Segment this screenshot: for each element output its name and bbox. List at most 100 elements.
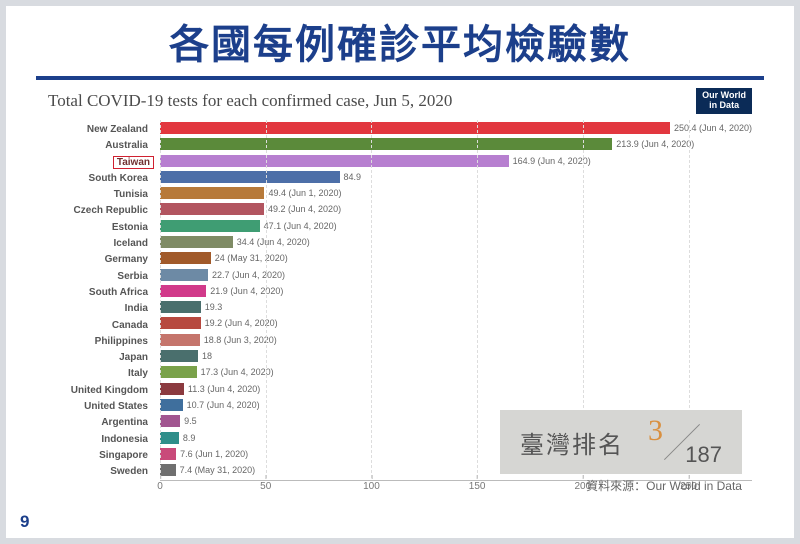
bar-track: 84.9 bbox=[160, 169, 752, 185]
x-tick: 0 bbox=[157, 477, 163, 488]
bar-fill bbox=[160, 122, 670, 134]
bar-row: Iceland34.4 (Jun 4, 2020) bbox=[48, 234, 752, 250]
country-label: Philippines bbox=[95, 336, 154, 347]
bar-track: 22.7 (Jun 4, 2020) bbox=[160, 266, 752, 282]
bar-row: South Korea 84.9 bbox=[48, 169, 752, 185]
country-label: South Korea bbox=[89, 173, 154, 184]
country-label: United Kingdom bbox=[71, 385, 154, 396]
bar-value: 213.9 (Jun 4, 2020) bbox=[616, 139, 694, 149]
bar-row: Tunisia 49.4 (Jun 1, 2020) bbox=[48, 185, 752, 201]
bar-fill bbox=[160, 138, 612, 150]
bar-track: 11.3 (Jun 4, 2020) bbox=[160, 381, 752, 397]
bar-value: 47.1 (Jun 4, 2020) bbox=[264, 221, 337, 231]
rank-denominator: 187 bbox=[685, 442, 722, 468]
bar-row: India 19.3 bbox=[48, 299, 752, 315]
slide-title: 各國每例確診平均檢驗數 bbox=[6, 12, 794, 70]
country-label: Serbia bbox=[117, 271, 154, 282]
bar-value: 9.5 bbox=[184, 416, 197, 426]
country-label: United States bbox=[84, 401, 154, 412]
bar-track: 34.4 (Jun 4, 2020) bbox=[160, 234, 752, 250]
badge-line2: in Data bbox=[702, 101, 746, 111]
bar-track: 213.9 (Jun 4, 2020) bbox=[160, 136, 752, 152]
owid-badge: Our World in Data bbox=[696, 88, 752, 114]
bar-row: Taiwan 164.9 (Jun 4, 2020) bbox=[48, 152, 752, 168]
bar-value: 49.4 (Jun 1, 2020) bbox=[268, 188, 341, 198]
bar-value: 19.3 bbox=[205, 302, 223, 312]
rank-fraction: 3 187 bbox=[642, 418, 722, 466]
gridline bbox=[477, 120, 478, 479]
bar-row: Germany24 (May 31, 2020) bbox=[48, 250, 752, 266]
bar-fill bbox=[160, 366, 197, 378]
bar-fill bbox=[160, 220, 260, 232]
bar-value: 7.6 (Jun 1, 2020) bbox=[180, 449, 248, 459]
bar-track: 18.8 (Jun 3, 2020) bbox=[160, 332, 752, 348]
bar-row: Czech Republic 49.2 (Jun 4, 2020) bbox=[48, 201, 752, 217]
bar-value: 22.7 (Jun 4, 2020) bbox=[212, 270, 285, 280]
bar-value: 7.4 (May 31, 2020) bbox=[180, 465, 256, 475]
country-label: Italy bbox=[128, 368, 154, 379]
bar-track: 19.3 bbox=[160, 299, 752, 315]
bar-track: 19.2 (Jun 4, 2020) bbox=[160, 315, 752, 331]
bar-value: 17.3 (Jun 4, 2020) bbox=[201, 367, 274, 377]
rank-box: 臺灣排名 3 187 bbox=[500, 410, 742, 474]
bar-track: 17.3 (Jun 4, 2020) bbox=[160, 364, 752, 380]
bar-track: 21.9 (Jun 4, 2020) bbox=[160, 283, 752, 299]
country-label: India bbox=[125, 303, 154, 314]
bar-row: Japan 18 bbox=[48, 348, 752, 364]
bar-row: Philippines 18.8 (Jun 3, 2020) bbox=[48, 332, 752, 348]
bar-fill bbox=[160, 285, 206, 297]
bar-track: 49.2 (Jun 4, 2020) bbox=[160, 201, 752, 217]
country-label: Argentina bbox=[101, 417, 154, 428]
country-label: Tunisia bbox=[114, 189, 154, 200]
country-label: Sweden bbox=[110, 466, 154, 477]
bar-row: New Zealand 250.4 (Jun 4, 2020) bbox=[48, 120, 752, 136]
rank-numerator: 3 bbox=[648, 414, 663, 448]
country-label: Japan bbox=[119, 352, 154, 363]
gridline bbox=[371, 120, 372, 479]
bar-fill bbox=[160, 155, 509, 167]
bar-value: 24 (May 31, 2020) bbox=[215, 253, 288, 263]
bar-fill bbox=[160, 171, 340, 183]
country-label: Estonia bbox=[112, 222, 154, 233]
bar-track: 164.9 (Jun 4, 2020) bbox=[160, 152, 752, 168]
bar-row: Estonia 47.1 (Jun 4, 2020) bbox=[48, 218, 752, 234]
bar-fill bbox=[160, 399, 183, 411]
rank-label: 臺灣排名 bbox=[520, 425, 624, 460]
gridline bbox=[266, 120, 267, 479]
bar-value: 49.2 (Jun 4, 2020) bbox=[268, 204, 341, 214]
x-tick: 50 bbox=[260, 477, 271, 488]
bar-track: 250.4 (Jun 4, 2020) bbox=[160, 120, 752, 136]
x-tick: 150 bbox=[469, 477, 486, 488]
source-text: 資料來源：Our World in Data bbox=[586, 477, 742, 494]
chart-header: Total COVID-19 tests for each confirmed … bbox=[48, 88, 752, 114]
bar-row: South Africa 21.9 (Jun 4, 2020) bbox=[48, 283, 752, 299]
country-label: Taiwan bbox=[113, 156, 154, 169]
bar-value: 164.9 (Jun 4, 2020) bbox=[513, 156, 591, 166]
bar-fill bbox=[160, 415, 180, 427]
bar-row: Serbia 22.7 (Jun 4, 2020) bbox=[48, 266, 752, 282]
bar-fill bbox=[160, 203, 264, 215]
country-label: South Africa bbox=[89, 287, 154, 298]
bar-track: 47.1 (Jun 4, 2020) bbox=[160, 218, 752, 234]
bar-value: 34.4 (Jun 4, 2020) bbox=[237, 237, 310, 247]
bar-fill bbox=[160, 317, 201, 329]
x-tick: 100 bbox=[363, 477, 380, 488]
bar-fill bbox=[160, 432, 179, 444]
bar-track: 49.4 (Jun 1, 2020) bbox=[160, 185, 752, 201]
bar-value: 10.7 (Jun 4, 2020) bbox=[187, 400, 260, 410]
country-label: Australia bbox=[105, 140, 154, 151]
bar-value: 84.9 bbox=[344, 172, 362, 182]
country-label: Czech Republic bbox=[74, 205, 154, 216]
bar-fill bbox=[160, 301, 201, 313]
bar-row: Australia 213.9 (Jun 4, 2020) bbox=[48, 136, 752, 152]
bar-fill bbox=[160, 236, 233, 248]
bar-value: 8.9 bbox=[183, 433, 196, 443]
bar-value: 11.3 (Jun 4, 2020) bbox=[188, 384, 260, 394]
bar-value: 250.4 (Jun 4, 2020) bbox=[674, 123, 752, 133]
bar-value: 18 bbox=[202, 351, 212, 361]
bar-fill bbox=[160, 383, 184, 395]
bar-row: Italy 17.3 (Jun 4, 2020) bbox=[48, 364, 752, 380]
country-label: New Zealand bbox=[87, 124, 154, 135]
bar-value: 21.9 (Jun 4, 2020) bbox=[210, 286, 283, 296]
bar-fill bbox=[160, 269, 208, 281]
